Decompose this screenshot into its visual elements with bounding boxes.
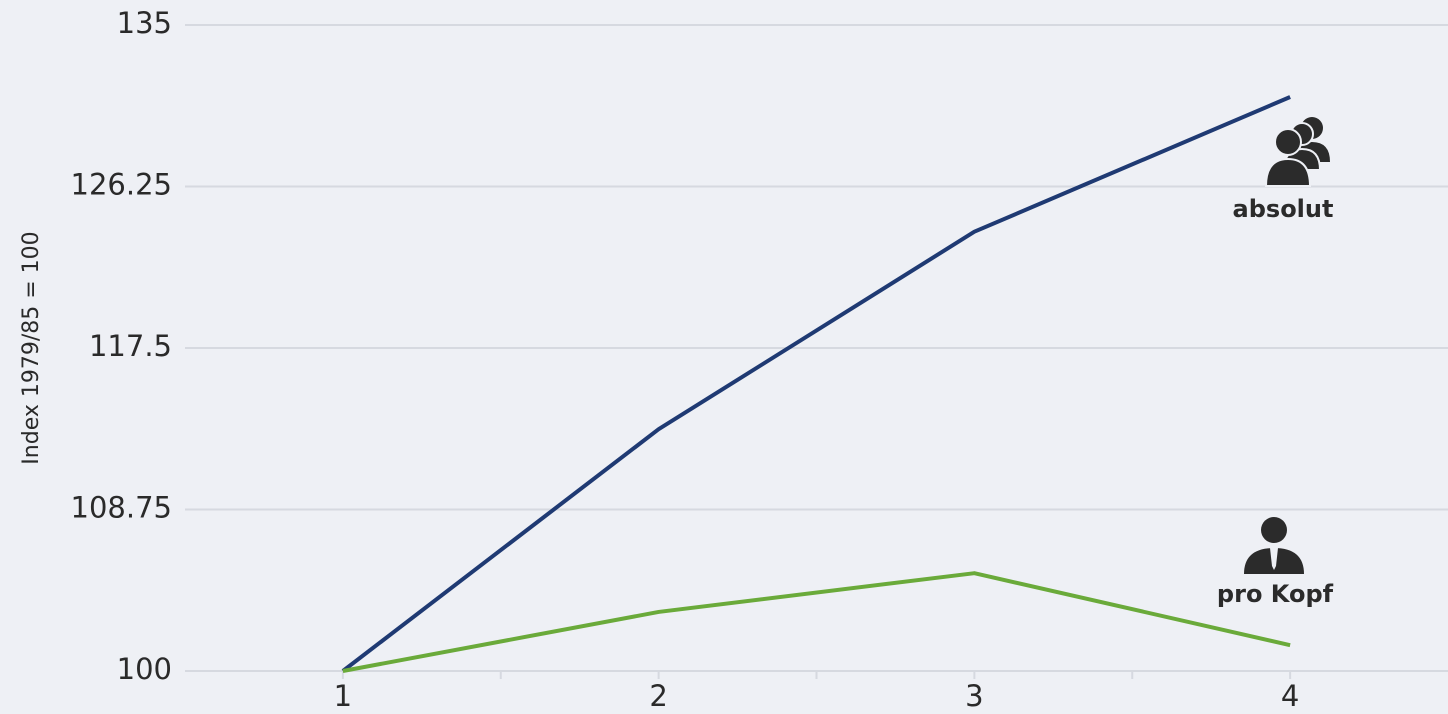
y-tick-label: 100 xyxy=(117,652,172,686)
y-tick-label: 135 xyxy=(117,6,172,40)
people-icon xyxy=(1264,117,1330,187)
icon-group xyxy=(1244,117,1330,574)
x-tick-label: 1 xyxy=(334,679,352,713)
series-line xyxy=(342,571,1291,673)
x-tick-label: 4 xyxy=(1281,679,1299,713)
series-label: absolut xyxy=(1233,195,1334,223)
y-axis-label: Index 1979/85 = 100 xyxy=(19,231,44,464)
y-tick-label: 117.5 xyxy=(89,329,172,363)
y-tick-label: 126.25 xyxy=(71,168,172,202)
series-line xyxy=(341,95,1291,673)
x-tick-label: 3 xyxy=(965,679,983,713)
y-tick-label: 108.75 xyxy=(71,491,172,525)
x-tick-label: 2 xyxy=(649,679,667,713)
person-icon xyxy=(1244,517,1304,574)
series-label: pro Kopf xyxy=(1217,580,1334,608)
